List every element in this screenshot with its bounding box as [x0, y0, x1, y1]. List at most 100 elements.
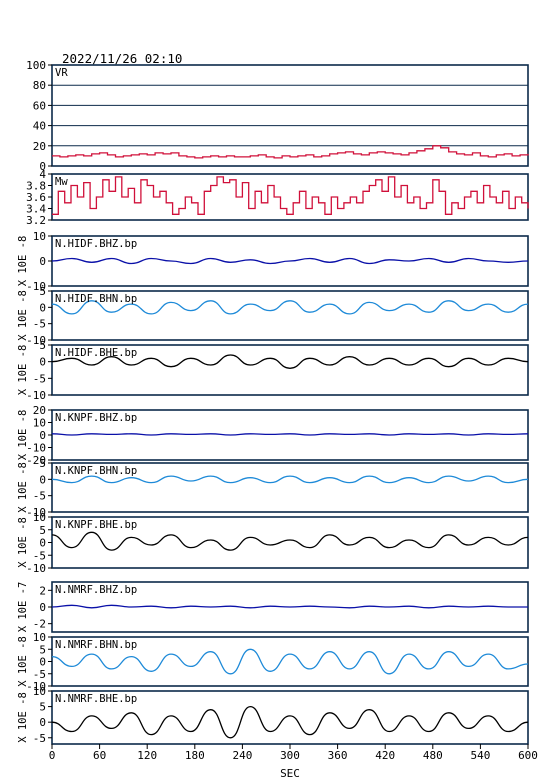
panel-label: N.HIDF.BHZ.bp	[55, 238, 137, 250]
panel-label: Mw	[55, 176, 68, 188]
panel-n-nmrf-bhe-bp: -5 0 5 10 N.NMRF.BHE.bp X 10E -8	[17, 685, 529, 745]
panel-n-hidf-bhe-bp: -10 -5 0 5 N.HIDF.BHE.bp X 10E -8	[17, 339, 529, 402]
y-tick-label: 5	[39, 339, 46, 352]
panel-n-hidf-bhz-bp: -10 0 10 N.HIDF.BHZ.bp X 10E -8	[17, 230, 529, 293]
y-tick-label: 0	[39, 255, 46, 268]
series-line	[51, 648, 529, 675]
y-axis-label: X 10E -8	[17, 236, 29, 287]
y-tick-label: 100	[26, 59, 46, 72]
panel-label: N.HIDF.BHN.bp	[55, 293, 137, 305]
series-line	[51, 433, 529, 436]
y-tick-label: 2	[39, 584, 46, 597]
panel-n-nmrf-bhz-bp: -2 0 2 N.NMRF.BHZ.bp X 10E -7	[17, 581, 529, 633]
y-tick-label: 10	[33, 685, 46, 698]
y-tick-label: 3.8	[26, 180, 46, 193]
y-tick-label: -5	[33, 318, 46, 331]
y-tick-label: 20	[33, 404, 46, 417]
y-tick-label: 3.6	[26, 191, 46, 204]
y-tick-label: -2	[33, 618, 46, 631]
panel-label: N.KNPF.BHE.bp	[55, 519, 137, 531]
y-axis-label: X 10E -8	[17, 290, 29, 341]
y-tick-label: 5	[39, 643, 46, 656]
y-axis-label: X 10E -8	[17, 410, 29, 461]
y-tick-label: 20	[33, 140, 46, 153]
y-tick-label: 0	[39, 429, 46, 442]
y-tick-label: 5	[39, 457, 46, 470]
y-tick-label: 5	[39, 701, 46, 714]
y-tick-label: -10	[26, 389, 46, 402]
y-tick-label: 4	[39, 168, 46, 181]
series-line	[52, 176, 529, 215]
x-tick-label: 360	[328, 749, 348, 762]
y-tick-label: 10	[33, 511, 46, 524]
y-axis-label: X 10E -8	[17, 636, 29, 687]
panel-label: N.HIDF.BHE.bp	[55, 347, 137, 359]
y-tick-label: -10	[26, 680, 46, 693]
x-tick-label: 300	[280, 749, 300, 762]
y-tick-label: -10	[26, 442, 46, 455]
series-line	[51, 531, 529, 551]
y-tick-label: -10	[26, 562, 46, 575]
y-tick-label: -5	[33, 372, 46, 385]
x-tick-label: 60	[93, 749, 106, 762]
y-tick-label: -10	[26, 280, 46, 293]
x-tick-label: 240	[232, 749, 252, 762]
series-line	[51, 257, 529, 265]
series-line	[51, 475, 529, 484]
y-axis-label: X 10E -8	[17, 517, 29, 568]
x-tick-label: 0	[49, 749, 56, 762]
panel-vr: 0 20 40 60 80 100 VR	[26, 59, 529, 173]
x-axis-label: SEC	[280, 767, 300, 780]
series-line	[51, 705, 529, 739]
panel-label: N.KNPF.BHN.bp	[55, 465, 137, 477]
panel-frame	[51, 290, 529, 341]
series-line	[51, 604, 528, 609]
timestamp: 2022/11/26 02:10	[62, 51, 182, 66]
y-tick-label: 40	[33, 120, 46, 133]
y-tick-label: -5	[33, 668, 46, 681]
y-tick-label: 80	[33, 79, 46, 92]
panel-frame	[51, 462, 529, 513]
x-tick-label: 420	[375, 749, 395, 762]
y-tick-label: 5	[39, 524, 46, 537]
panel-label: N.NMRF.BHN.bp	[55, 639, 137, 651]
y-tick-label: 0	[39, 716, 46, 729]
y-tick-label: -20	[26, 454, 46, 467]
y-axis-label: X 10E -8	[17, 345, 29, 396]
x-tick-label: 120	[137, 749, 157, 762]
panels: 020406080100VR3.23.43.63.84Mw-10010N.HID…	[17, 59, 529, 745]
panel-frame	[51, 64, 529, 167]
x-axis: 0 60 120 180 240 300 360 420 480 540 600	[49, 744, 538, 762]
y-tick-label: -5	[33, 732, 46, 745]
y-tick-label: 0	[39, 356, 46, 369]
y-axis-label: X 10E -7	[17, 582, 29, 633]
panel-n-hidf-bhn-bp: -10 -5 0 5 N.HIDF.BHN.bp X 10E -8	[17, 285, 529, 347]
y-tick-label: 10	[33, 230, 46, 243]
x-tick-label: 180	[185, 749, 205, 762]
y-tick-label: -10	[26, 506, 46, 519]
y-tick-label: 3.2	[26, 214, 46, 227]
y-tick-label: -10	[26, 334, 46, 347]
y-axis-label: X 10E -8	[17, 462, 29, 513]
panel-label: N.KNPF.BHZ.bp	[55, 412, 137, 424]
y-tick-label: 0	[39, 160, 46, 173]
y-tick-label: 10	[33, 417, 46, 430]
y-tick-label: 0	[39, 473, 46, 486]
y-tick-label: 0	[39, 301, 46, 314]
y-tick-label: 3.4	[26, 203, 46, 216]
x-tick-label: 600	[518, 749, 538, 762]
panel-n-knpf-bhn-bp: -10 -5 0 5 N.KNPF.BHN.bp X 10E -8	[17, 457, 529, 519]
y-tick-label: 0	[39, 537, 46, 550]
panel-label: N.NMRF.BHZ.bp	[55, 584, 137, 596]
series-line	[52, 145, 529, 159]
panel-label: N.NMRF.BHE.bp	[55, 693, 137, 705]
panel-frame	[51, 344, 529, 396]
y-tick-label: 5	[39, 285, 46, 298]
y-tick-label: -5	[33, 549, 46, 562]
y-tick-label: 0	[39, 601, 46, 614]
panel-label: VR	[55, 67, 68, 79]
